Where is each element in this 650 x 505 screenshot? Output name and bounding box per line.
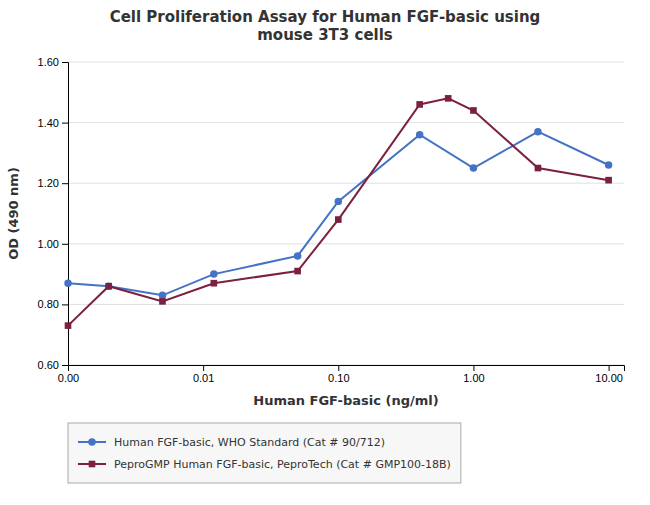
y-axis-label: OD (490 nm) [6,167,21,260]
tick: 10.00 [595,365,623,384]
point [210,270,217,277]
tick: 1.00 [463,365,484,384]
x-axis: 0.00 0.01 0.10 1.00 10.00 [58,365,625,384]
tick-label: 0.80 [38,298,59,310]
legend-label: PeproGMP Human FGF-basic, PeproTech (Cat… [114,458,451,471]
tick-label: 10.00 [595,372,623,384]
point [605,161,612,168]
tick-mark [62,62,68,63]
title-line: Cell Proliferation Assay for Human FGF-b… [110,8,541,26]
tick: 0.60 [38,359,68,371]
tick-mark [473,365,474,371]
x-axis-label: Human FGF-basic (ng/ml) [253,393,438,408]
grid-line [68,243,624,244]
axis-line [62,63,69,366]
series-line [68,98,609,325]
point [445,95,452,102]
point [470,107,477,114]
tick: 0.01 [193,365,214,384]
grid-line [68,304,624,305]
tick: 1.40 [38,117,68,129]
tick-mark [62,183,68,184]
title: Cell Proliferation Assay for Human FGF-b… [110,8,541,44]
tick: 1.20 [38,177,68,189]
point [105,283,112,290]
point [105,282,112,289]
grid-line [68,122,624,123]
title-line: mouse 3T3 cells [257,26,393,44]
point [159,292,166,299]
y-axis: 0.60 0.80 1.00 1.20 1.40 1.60 [38,56,69,371]
tick: 1.60 [38,56,68,68]
series-line [68,132,609,296]
tick: 0.00 [58,365,79,384]
tick-label: 1.00 [463,372,484,384]
point [159,298,166,305]
point [470,164,477,171]
plot-area: 0.00 0.01 0.10 1.00 10.00 0.60 0.80 1.00 1.20 1.4… [6,56,625,483]
marks [64,95,612,329]
tick-mark [203,365,204,371]
legend-item: Human FGF-basic, WHO Standard (Cat # 90/… [78,436,385,449]
legend: Human FGF-basic, WHO Standard (Cat # 90/… [68,423,461,483]
tick-mark [62,304,68,305]
axis-line [69,366,625,372]
legend-symbol [88,438,95,445]
tick-label: 1.00 [38,238,59,250]
point [416,101,423,108]
tick-label: 1.20 [38,177,59,189]
tick-label: 0.01 [193,372,214,384]
tick-label: 0.00 [58,372,79,384]
point [64,279,71,286]
point [416,131,423,138]
tick-label: 1.60 [38,56,59,68]
tick: 0.80 [38,298,68,310]
point [335,216,342,223]
point [294,268,301,275]
point [211,280,218,287]
legend-symbol [89,461,96,468]
chart: 0.00 0.01 0.10 1.00 10.00 0.60 0.80 1.00 1.20 1.4… [0,0,650,505]
tick-mark [62,123,68,124]
tick-label: 1.40 [38,117,59,129]
point [294,252,301,259]
point [534,128,541,135]
tick-mark [338,365,339,371]
point [65,322,72,329]
tick: 0.10 [328,365,349,384]
grid [68,62,624,365]
legend-item: PeproGMP Human FGF-basic, PeproTech (Cat… [78,458,451,471]
tick-label: 0.60 [38,359,59,371]
point [535,165,542,172]
tick-mark [62,244,68,245]
legend-box [68,423,461,483]
point [605,177,612,184]
grid-line [68,62,624,63]
point [335,198,342,205]
legend-label: Human FGF-basic, WHO Standard (Cat # 90/… [114,436,385,449]
tick-mark [62,365,68,366]
tick: 1.00 [38,238,68,250]
grid-line [68,183,624,184]
tick-mark [609,365,610,371]
tick-label: 0.10 [328,372,349,384]
